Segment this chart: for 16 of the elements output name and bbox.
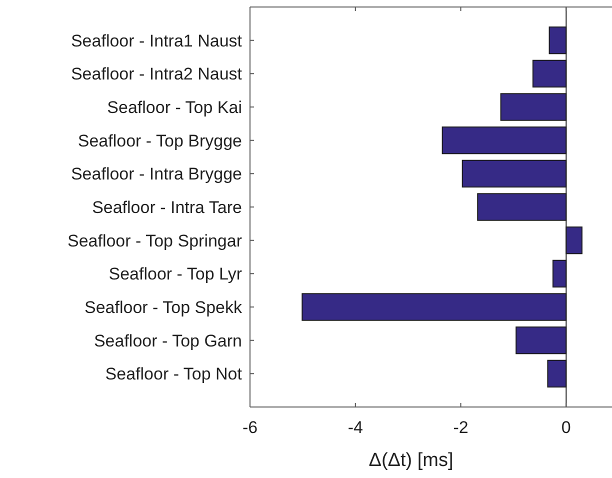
y-tick-label: Seafloor - Top Spekk [84, 298, 242, 317]
y-tick-label: Seafloor - Top Brygge [78, 131, 242, 150]
y-tick-label: Seafloor - Top Garn [94, 331, 242, 350]
y-tick-label: Seafloor - Intra Tare [92, 198, 242, 217]
x-tick-label: -6 [242, 418, 258, 437]
x-tick-label: -2 [453, 418, 468, 437]
y-tick-label: Seafloor - Intra1 Naust [70, 31, 242, 50]
y-tick-label: Seafloor - Top Not [105, 364, 242, 384]
y-tick-label: Seafloor - Intra Brygge [70, 164, 242, 184]
x-axis-title: Δ(Δt) [ms] [368, 450, 454, 471]
y-tick-label: Seafloor - Top Lyr [108, 264, 242, 284]
y-tick-label: Seafloor - Top Kai [107, 98, 242, 117]
y-tick-label: Seafloor - Top Springar [67, 231, 242, 250]
x-tick-label: 0 [561, 418, 571, 437]
y-tick-label: Seafloor - Intra2 Naust [70, 64, 242, 84]
x-tick-label: -4 [348, 418, 363, 437]
